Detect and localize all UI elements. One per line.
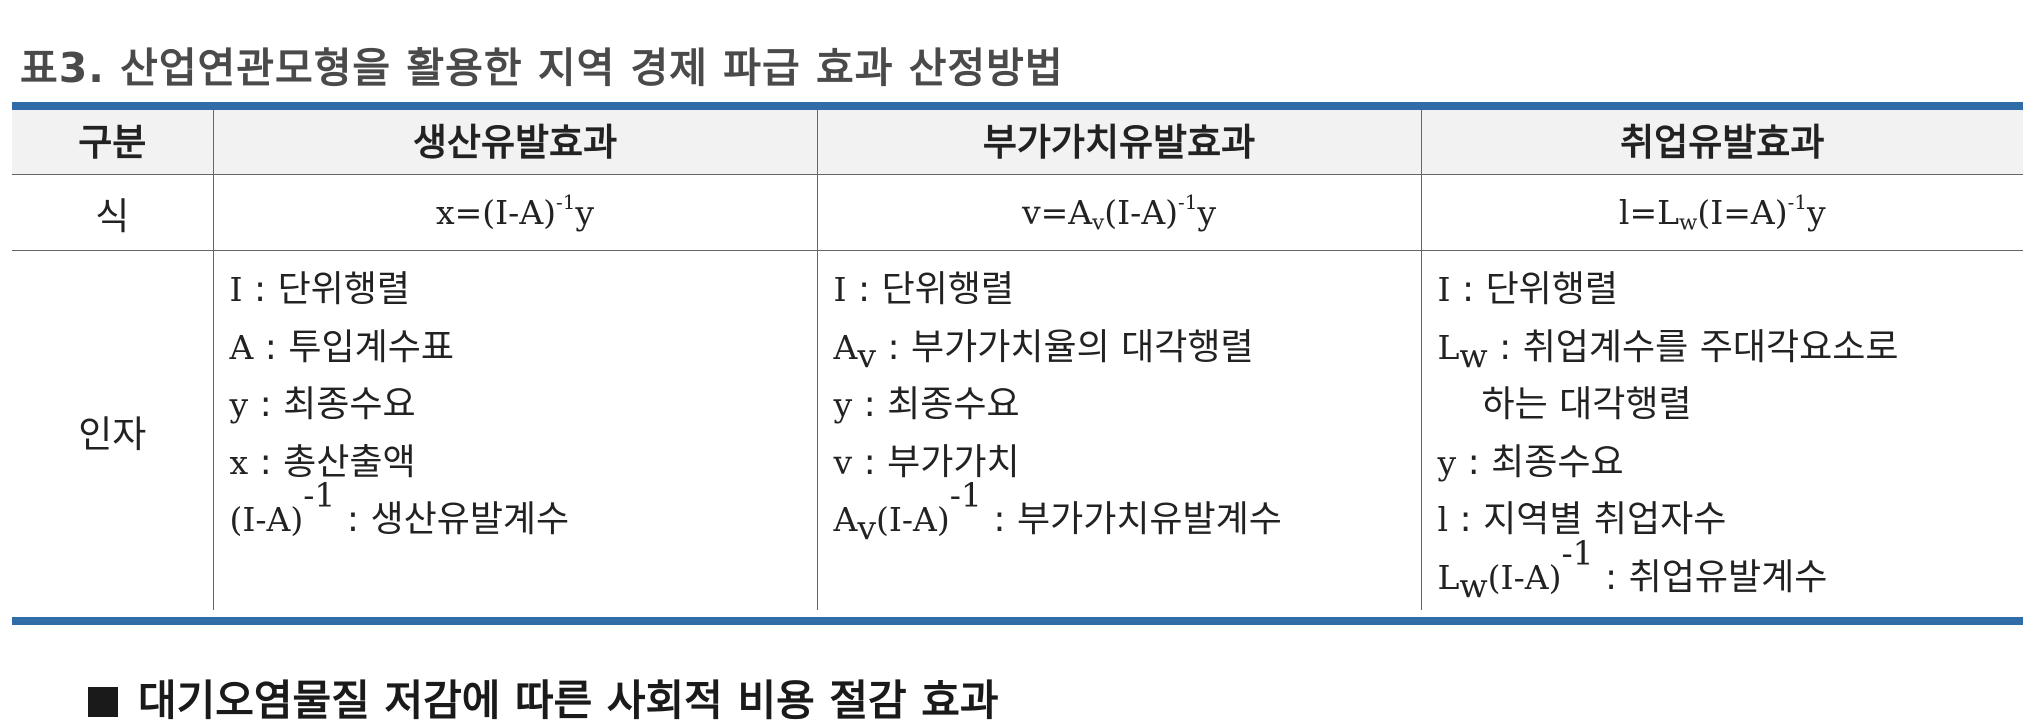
formula-row: 식 x=(I-A)-1y v=Av(I-A)-1y l=Lw(I=A)-1y <box>12 174 2023 251</box>
factor-item: (I-A)-1 : 생산유발계수 <box>229 475 570 540</box>
header-production-effect: 생산유발효과 <box>212 104 818 175</box>
factor-item: l : 지역별 취업자수 <box>1437 499 1727 540</box>
factor-item: Lw : 취업계수를 주대각요소로 <box>1437 326 1899 375</box>
factor-item: I : 단위행렬 <box>229 269 411 310</box>
factor-label: 인자 <box>12 250 214 610</box>
table-top-rule <box>12 102 2023 110</box>
table-bottom-rule <box>12 617 2023 625</box>
header-employment-effect: 취업유발효과 <box>1420 104 2023 175</box>
factor-item-continuation: 하는 대각행렬 <box>1481 384 1692 425</box>
factor-item: I : 단위행렬 <box>833 269 1015 310</box>
employment-formula: l=Lw(I=A)-1y <box>1420 174 2023 251</box>
value-added-formula: v=Av(I-A)-1y <box>816 174 1422 251</box>
section-heading: 대기오염물질 저감에 따른 사회적 비용 절감 효과 <box>88 667 999 728</box>
factor-item: Lw(I-A)-1 : 취업유발계수 <box>1437 532 1828 605</box>
factor-item: y : 최종수요 <box>1437 441 1624 483</box>
header-row: 구분 생산유발효과 부가가치유발효과 취업유발효과 <box>12 104 2023 175</box>
table-title: 표3. 산업연관모형을 활용한 지역 경제 파급 효과 산정방법 <box>20 44 1064 92</box>
formula-label: 식 <box>12 174 214 251</box>
header-value-added-effect: 부가가치유발효과 <box>816 104 1422 175</box>
factor-item: Av(I-A)-1 : 부가가치유발계수 <box>833 475 1282 548</box>
production-factors: I : 단위행렬 A : 투입계수표 y : 최종수요 x : 총산출액 (I-… <box>212 250 818 610</box>
calculation-method-table: 구분 생산유발효과 부가가치유발효과 취업유발효과 식 x=(I-A)-1y v… <box>12 104 2023 610</box>
factor-item: I : 단위행렬 <box>1437 269 1619 310</box>
factor-item: y : 최종수요 <box>229 384 416 425</box>
header-category: 구분 <box>12 104 214 175</box>
production-formula: x=(I-A)-1y <box>212 174 818 251</box>
factor-item: A : 투입계수표 <box>229 326 454 368</box>
employment-factors: I : 단위행렬 Lw : 취업계수를 주대각요소로 하는 대각행렬 y : 최… <box>1420 250 2023 610</box>
factor-item: v : 부가가치 <box>833 441 1020 483</box>
factor-item: y : 최종수요 <box>833 384 1020 425</box>
factor-item: Av : 부가가치율의 대각행렬 <box>833 326 1254 375</box>
factor-item: x : 총산출액 <box>229 441 416 483</box>
factor-row: 인자 I : 단위행렬 A : 투입계수표 y : 최종수요 x : 총산출액 … <box>12 250 2023 610</box>
square-bullet-icon <box>88 687 118 717</box>
value-added-factors: I : 단위행렬 Av : 부가가치율의 대각행렬 y : 최종수요 v : 부… <box>816 250 1422 610</box>
